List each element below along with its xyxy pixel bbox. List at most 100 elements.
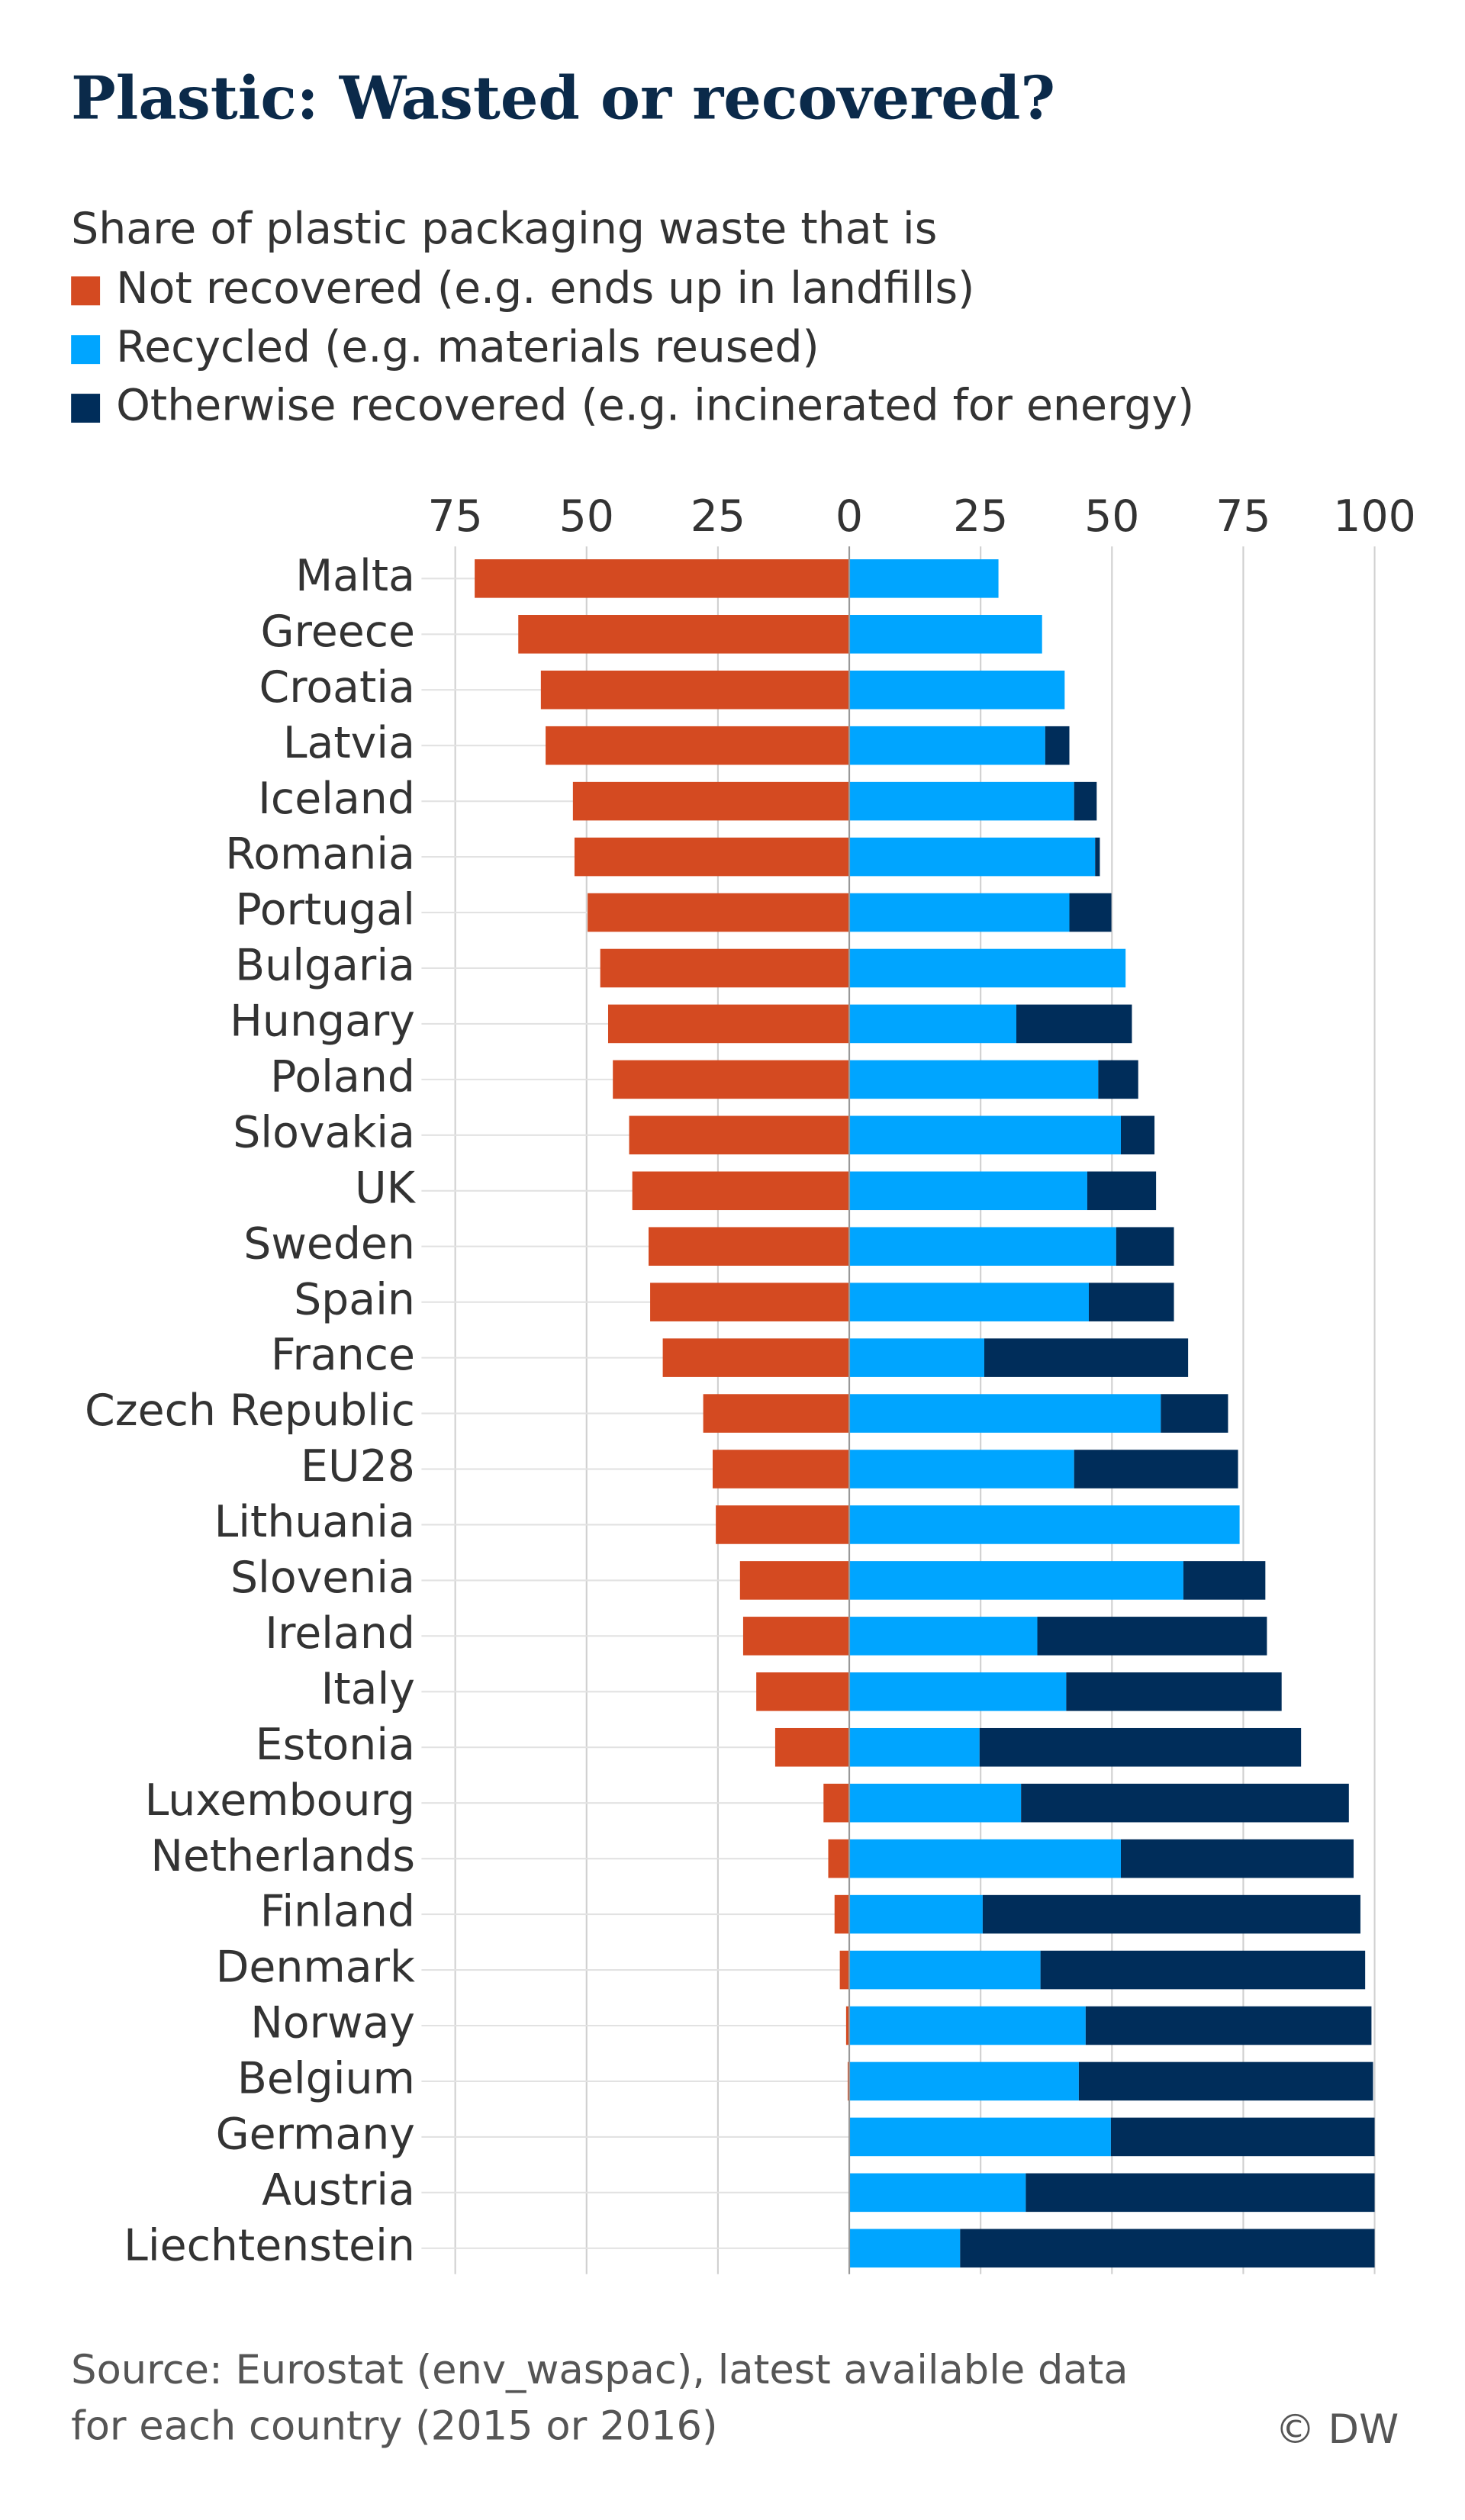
bar <box>849 1283 1089 1321</box>
bar <box>839 1950 850 1990</box>
bar <box>1087 1171 1157 1211</box>
bar <box>574 837 850 877</box>
bar <box>650 1283 850 1321</box>
y-tick-label: Spain <box>294 1274 415 1324</box>
bar <box>629 1115 850 1155</box>
y-tick-label: Greece <box>261 607 415 657</box>
bar <box>1095 837 1100 877</box>
bar <box>849 1004 1016 1044</box>
x-tick-label: 75 <box>427 491 482 542</box>
y-tick-label: Netherlands <box>150 1831 415 1881</box>
bar <box>774 1727 850 1767</box>
y-tick-label: Estonia <box>256 1720 415 1770</box>
bar <box>849 2173 1026 2213</box>
bar <box>1016 1004 1132 1044</box>
bar <box>600 948 850 988</box>
y-tick-label: Latvia <box>283 718 415 768</box>
source: Source: Eurostat (env_waspac), latest av… <box>71 2347 1128 2393</box>
bar <box>1088 1283 1174 1321</box>
bar <box>849 837 1096 877</box>
bar <box>649 1227 850 1266</box>
bar <box>1037 1617 1267 1656</box>
y-tick-label: Czech Republic <box>85 1386 415 1436</box>
bar <box>849 1672 1067 1711</box>
bar <box>849 1617 1038 1656</box>
bar <box>1069 893 1112 932</box>
x-tick-label: 25 <box>691 491 745 542</box>
x-tick-label: 75 <box>1215 491 1270 542</box>
y-tick-label: Iceland <box>258 774 415 824</box>
bar <box>613 1060 850 1099</box>
y-tick-label: Germany <box>216 2110 415 2160</box>
bar <box>834 1894 850 1934</box>
y-tick-label: Austria <box>262 2164 415 2215</box>
y-tick-label: Lithuania <box>214 1497 415 1547</box>
bar <box>756 1672 850 1711</box>
legend-swatch <box>71 335 101 365</box>
bar <box>982 1894 1360 1934</box>
legend-label: Recycled (e.g. materials reused) <box>116 322 819 372</box>
bar <box>1161 1394 1228 1433</box>
bar <box>1045 726 1070 765</box>
y-tick-label: Norway <box>250 1998 415 2049</box>
y-tick-label: Ireland <box>265 1608 415 1659</box>
y-tick-label: Luxembourg <box>145 1775 415 1826</box>
bar <box>849 726 1045 765</box>
bar <box>1078 2061 1373 2101</box>
y-tick-label: Slovenia <box>230 1553 415 1603</box>
y-tick-label: Portugal <box>235 885 415 935</box>
bar <box>540 670 850 710</box>
y-tick-label: Finland <box>260 1887 415 1937</box>
bar <box>960 2229 1375 2268</box>
bar <box>849 1338 984 1377</box>
bar <box>849 2006 1086 2045</box>
y-tick-label: Poland <box>270 1052 415 1102</box>
bar <box>703 1394 850 1433</box>
bar <box>849 1894 983 1934</box>
bar <box>662 1338 850 1377</box>
bar <box>849 1394 1161 1433</box>
y-tick-label: Italy <box>321 1664 415 1714</box>
bar <box>849 670 1065 710</box>
bar <box>588 893 850 932</box>
y-tick-label: Sweden <box>243 1218 415 1269</box>
bar <box>1110 2117 1375 2157</box>
bar <box>849 948 1126 988</box>
y-tick-label: EU28 <box>301 1441 415 1492</box>
subtitle: Share of plastic packaging waste that is <box>71 204 937 254</box>
legend-label: Otherwise recovered (e.g. incinerated fo… <box>116 381 1194 431</box>
y-tick-label: Belgium <box>237 2054 415 2104</box>
bar <box>979 1727 1302 1767</box>
bar <box>849 1450 1074 1489</box>
credit: © DW <box>1275 2406 1399 2453</box>
bar <box>475 559 850 598</box>
bar <box>849 1839 1121 1878</box>
bar <box>849 1561 1183 1600</box>
y-tick-label: Slovakia <box>233 1107 415 1157</box>
bar <box>849 2061 1079 2101</box>
bar <box>849 559 999 598</box>
bar <box>1098 1060 1138 1099</box>
bar <box>849 615 1042 654</box>
bar <box>845 2006 850 2045</box>
source: for each country (2015 or 2016) <box>71 2403 717 2450</box>
chart-title: Plastic: Wasted or recovered? <box>71 63 1055 133</box>
bar <box>632 1171 850 1211</box>
bar <box>849 1727 980 1767</box>
y-tick-label: Liechtenstein <box>124 2220 415 2271</box>
bar <box>1116 1227 1174 1266</box>
x-tick-label: 0 <box>836 491 863 542</box>
bar <box>546 726 850 765</box>
y-tick-label: UK <box>355 1163 417 1213</box>
bar <box>849 1783 1022 1823</box>
bar <box>849 1950 1041 1990</box>
bar <box>1183 1561 1266 1600</box>
bar <box>984 1338 1189 1377</box>
bar <box>572 781 850 821</box>
x-tick-label: 50 <box>559 491 614 542</box>
bar <box>823 1783 850 1823</box>
y-tick-label: Bulgaria <box>235 941 415 991</box>
x-tick-label: 100 <box>1333 491 1416 542</box>
bar <box>1085 2006 1372 2045</box>
y-tick-label: Denmark <box>216 1942 415 1993</box>
